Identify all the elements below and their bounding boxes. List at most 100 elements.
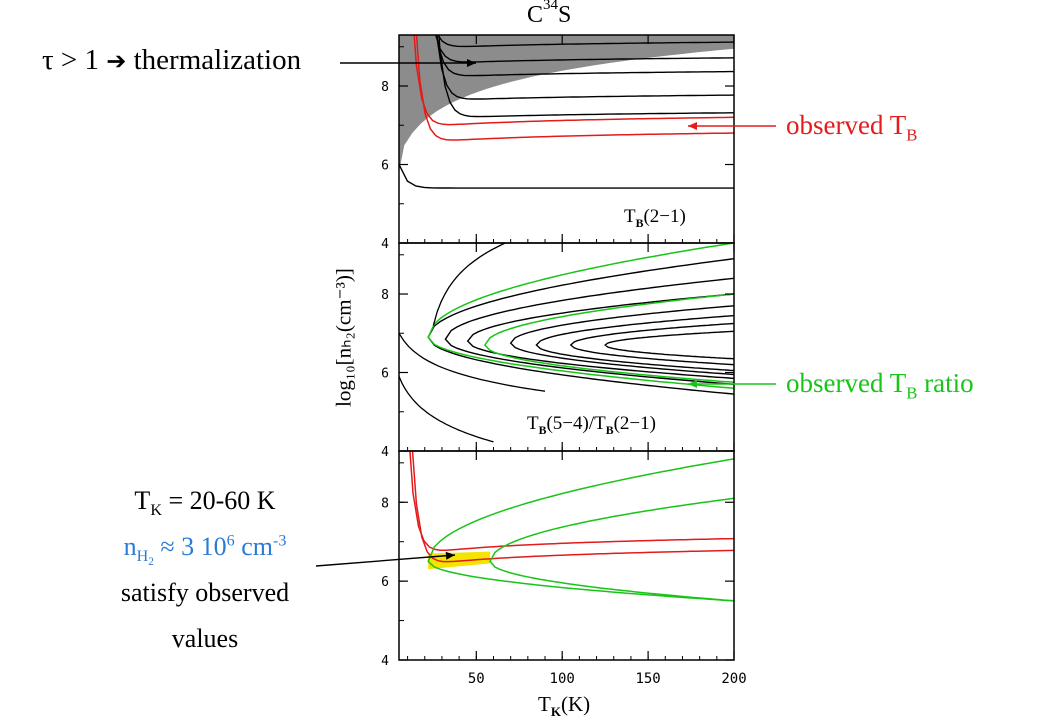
x-axis-label-base: T <box>538 692 551 716</box>
observed-tb-annotation: observed TB <box>786 110 918 145</box>
panel-bottom: 4 6 8 <box>381 450 735 669</box>
observed-ratio-sub: B <box>906 383 918 403</box>
panel-top-label: TB(2−1) <box>624 206 686 230</box>
nh-sub-h: H <box>136 548 149 566</box>
thermalization-annotation: τ > 1 ➔ thermalization <box>42 44 301 77</box>
red-observed-contour-1 <box>410 451 734 563</box>
x-tick-label: 50 <box>468 671 485 687</box>
panel-middle-label-tail: (2−1) <box>613 413 656 434</box>
y-tick-label: 8 <box>381 288 389 303</box>
y-tick-label: 4 <box>381 445 389 460</box>
y-tick-label: 6 <box>381 159 389 174</box>
observed-ratio-tail: ratio <box>917 368 974 398</box>
observed-ratio-arrow <box>688 380 776 388</box>
observed-tb-sub: B <box>906 125 918 145</box>
y-tick-label: 6 <box>381 367 389 382</box>
panel-top-label-tail: (2−1) <box>643 206 686 227</box>
observed-ratio-annotation: observed TB ratio <box>786 368 974 403</box>
panel-middle-label-mid: (5−4)/T <box>546 413 606 434</box>
chart-title: C34S <box>527 0 572 29</box>
ratio-contour-1 <box>444 277 734 385</box>
nh-unit: cm <box>234 532 273 561</box>
tk-symbol: T <box>134 486 151 515</box>
x-axis-label: TK(K) <box>538 692 591 720</box>
solution-arrow <box>315 551 456 567</box>
tk-sub: K <box>150 502 162 520</box>
panel-middle-label-a: T <box>527 413 539 434</box>
y-axis-label: log₁₀[nₕ₂(cm⁻³)] <box>331 268 356 407</box>
panel-plot-area <box>406 451 734 602</box>
y-tick-label: 4 <box>381 654 389 669</box>
ratio-contour-6 <box>604 330 734 360</box>
x-tick-label: 150 <box>635 671 660 687</box>
nh-sub-2: 2 <box>148 556 154 569</box>
ratio-contour-5 <box>569 322 734 366</box>
red-observed-contour-1 <box>413 35 734 141</box>
nh-exp: 6 <box>226 532 235 550</box>
tk-range-line: TK = 20-60 K <box>60 478 350 524</box>
ratio-contour-lower-left-b <box>399 376 494 443</box>
ratio-contour-3 <box>509 305 734 376</box>
chart-title-tail: S <box>558 2 572 28</box>
y-tick-label: 8 <box>381 80 389 95</box>
green-observed-ratio-contour-1 <box>483 293 734 384</box>
ratio-contour-upper <box>432 243 507 326</box>
observed-tb-arrow-head <box>688 122 697 130</box>
x-axis-label-sub: K <box>550 704 561 720</box>
black-contour-bottom <box>399 164 734 189</box>
y-tick-label: 6 <box>381 575 389 590</box>
nh-unit-exp: -3 <box>272 532 287 550</box>
tk-value: = 20-60 K <box>161 486 276 515</box>
thermalization-arrow-head <box>467 59 476 67</box>
nh-value: ≈ 3 10 <box>153 532 227 561</box>
black-contour-0 <box>417 35 482 36</box>
x-tick-label: 200 <box>721 671 746 687</box>
solution-arrow-head <box>445 551 455 560</box>
red-observed-contour-0 <box>410 35 734 126</box>
y-tick-label: 8 <box>381 496 389 511</box>
x-tick-label: 100 <box>550 671 575 687</box>
green-observed-ratio-contour-1 <box>489 497 734 602</box>
tau-label: τ > 1 <box>42 44 100 76</box>
values-line: values <box>171 624 239 653</box>
shaded-region-thermalized <box>399 35 734 173</box>
ratio-contour-2 <box>466 293 734 380</box>
nh-density-line: nH2 ≈ 3 106 cm-3 <box>60 524 350 570</box>
ratio-contour-4 <box>535 314 734 372</box>
thermalization-arrow <box>340 59 476 67</box>
arrow-right-icon: ➔ <box>106 49 127 75</box>
ratio-contour-lower-left-a <box>399 332 546 392</box>
satisfy-line: satisfy observed <box>120 578 290 607</box>
panel-middle: 4 6 8 <box>381 242 735 460</box>
observed-tb-label: observed T <box>786 110 907 140</box>
observed-ratio-arrow-head <box>688 380 697 388</box>
chart-title-sup: 34 <box>543 0 559 13</box>
panel-top-label-base: T <box>624 206 636 227</box>
panel-middle-label: TB(5−4)/TB(2−1) <box>527 413 656 437</box>
panel-plot-area <box>399 35 734 189</box>
thermalization-label: thermalization <box>133 44 302 76</box>
green-observed-ratio-contour-0 <box>427 243 734 389</box>
panel-frame <box>398 450 735 661</box>
panel-middle-label-a-sub: B <box>538 423 547 437</box>
red-observed-contour-0 <box>406 451 734 551</box>
nh-symbol: n <box>123 532 137 561</box>
x-axis-label-tail: (K) <box>560 692 591 716</box>
green-observed-ratio-contour-0 <box>427 458 734 602</box>
panel-top: 4 6 8 <box>381 34 735 252</box>
observed-ratio-label: observed T <box>786 368 907 398</box>
chart-title-base: C <box>527 2 544 28</box>
solution-annotation: TK = 20-60 K nH2 ≈ 3 106 cm-3 satisfy ob… <box>60 478 350 662</box>
black-contour-1 <box>420 35 734 48</box>
panel-top-label-sub: B <box>635 216 644 230</box>
black-contour-4 <box>430 35 734 100</box>
solution-arrow-line <box>315 554 456 567</box>
y-tick-label: 4 <box>381 237 389 252</box>
black-contour-5 <box>434 35 734 118</box>
panel-middle-label-b-sub: B <box>605 423 614 437</box>
observed-tb-arrow <box>688 122 776 130</box>
black-contour-3 <box>427 35 734 77</box>
panel-plot-area <box>399 243 734 443</box>
